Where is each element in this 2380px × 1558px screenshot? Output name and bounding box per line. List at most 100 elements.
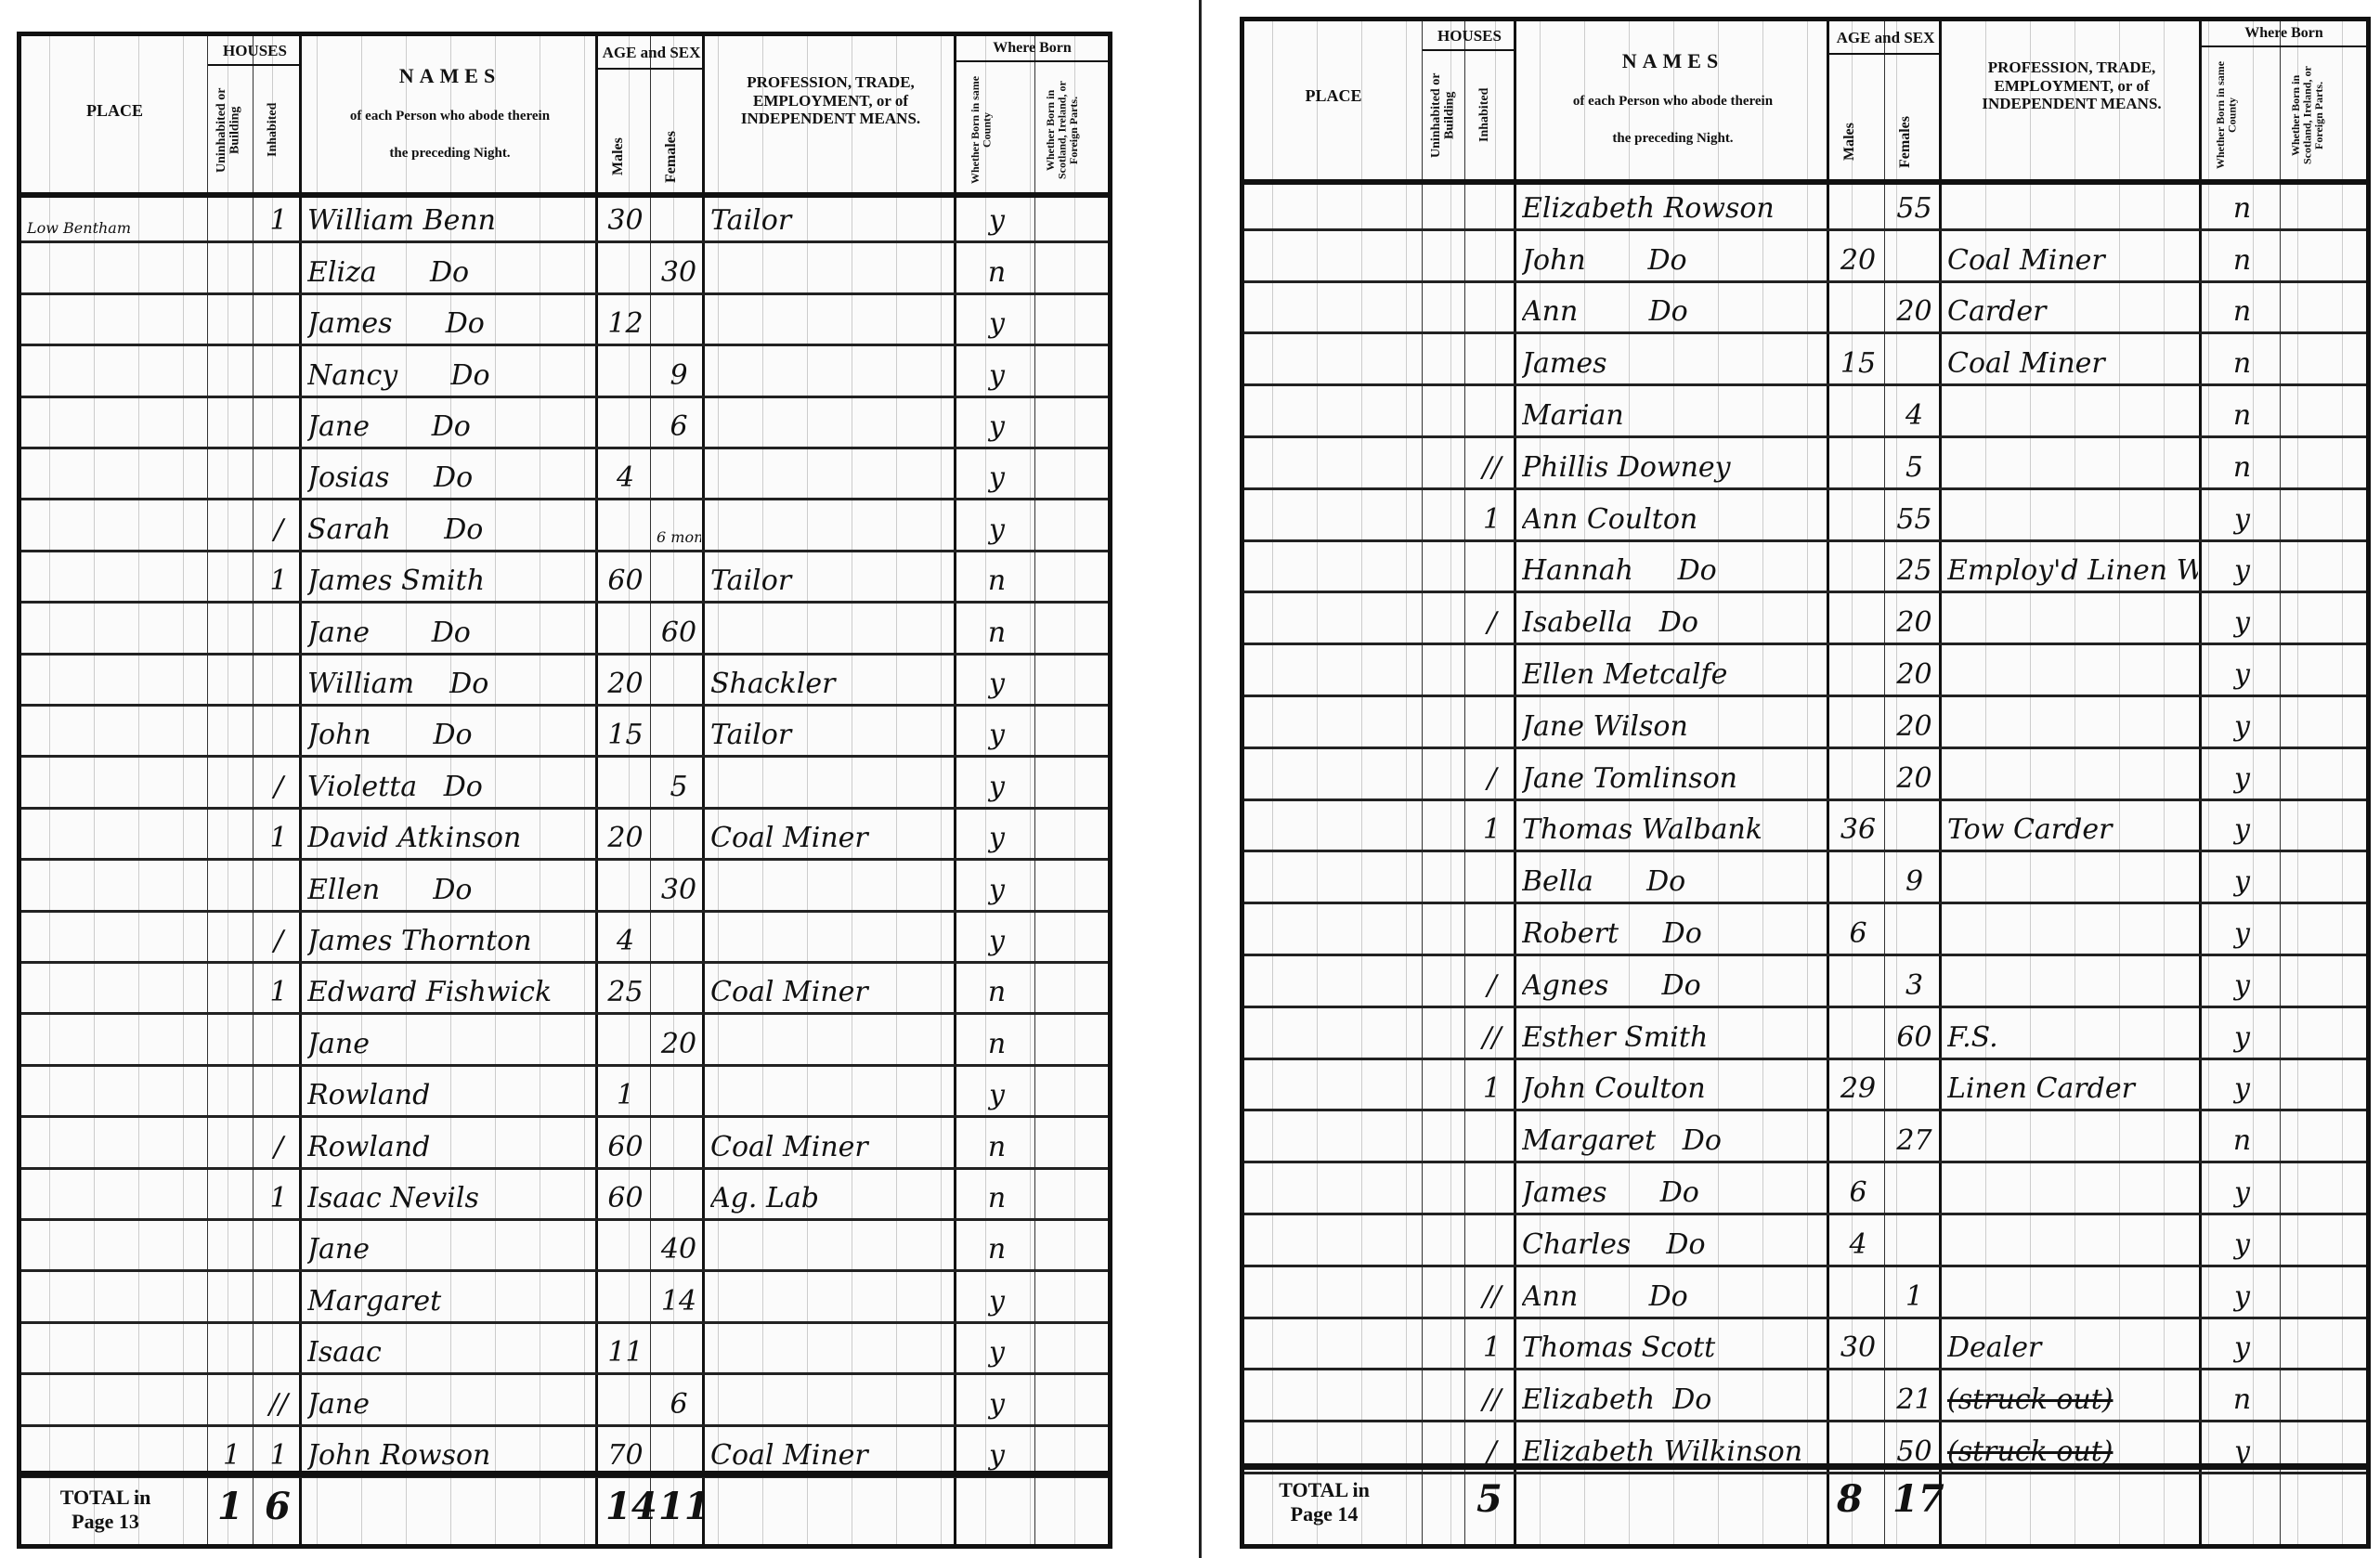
- header-born-foreign: Whether Born in Scotland, Ireland, or Fo…: [1044, 81, 1081, 179]
- females-age-cell: 21: [1896, 1383, 1932, 1417]
- profession-cell: Linen Carder: [1947, 1072, 2135, 1106]
- page-total-row: TOTAL in Page 13 1 6 14 11: [21, 1471, 1108, 1544]
- column-divider: [1423, 21, 1465, 1544]
- header-inhabited: Inhabited: [1477, 87, 1491, 143]
- name-cell: Ann Coulton: [1522, 502, 1698, 536]
- born-county-cell: n: [2232, 191, 2252, 225]
- column-divider: [1516, 21, 1829, 1544]
- ruled-grid-line: [673, 36, 674, 1544]
- name-cell: Thomas Walbank: [1522, 813, 1762, 847]
- females-age-cell: 30: [660, 873, 697, 906]
- inhabited-cell: //: [1482, 450, 1502, 484]
- females-age-cell: 20: [1896, 295, 1932, 329]
- inhabited-cell: 1: [1482, 813, 1502, 847]
- profession-cell: (struck out): [1947, 1435, 2113, 1468]
- uninhabited-cell: 1: [222, 1438, 241, 1472]
- column-divider: [1244, 21, 1423, 1544]
- males-age-cell: 20: [1840, 243, 1877, 277]
- name-cell: Margaret: [307, 1284, 442, 1318]
- born-county-cell: y: [989, 307, 1005, 341]
- census-row: 1 James Smith 60 Tailor n: [21, 552, 1108, 604]
- census-row: 1 Ann Coulton 55 y: [1244, 490, 2366, 542]
- ruled-grid-line: [138, 36, 139, 1544]
- born-county-cell: y: [2234, 606, 2250, 640]
- census-row: Ellen Do 30 y: [21, 861, 1108, 913]
- census-row: 1 David Atkinson 20 Coal Miner y: [21, 810, 1108, 862]
- census-row: James Do 12 y: [21, 295, 1108, 347]
- inhabited-cell: //: [1482, 1383, 1502, 1417]
- ruled-grid-line: [1629, 21, 1630, 1544]
- name-cell: John Do: [1522, 243, 1687, 277]
- born-county-cell: y: [2234, 1279, 2250, 1313]
- page-gutter-line: [1199, 0, 1202, 1558]
- females-age-cell: 55: [1896, 191, 1932, 225]
- ruled-grid-line: [1030, 36, 1031, 1544]
- name-cell: Josias Do: [307, 461, 474, 495]
- ruled-grid-line: [1673, 21, 1674, 1544]
- inhabited-cell: /: [1487, 606, 1497, 640]
- census-row: James Do 6 y: [1244, 1163, 2366, 1215]
- born-county-cell: y: [989, 1079, 1005, 1112]
- born-county-cell: n: [987, 255, 1007, 289]
- census-row: John Do 15 Tailor y: [21, 707, 1108, 759]
- name-cell: William Do: [307, 667, 489, 700]
- header-born-county: Whether Born in same County: [2214, 60, 2239, 170]
- ruled-grid-line: [1584, 21, 1585, 1544]
- page-total-row: TOTAL in Page 14 5 8 17: [1244, 1463, 2366, 1544]
- ruled-grid-line: [361, 36, 362, 1544]
- born-county-cell: y: [2234, 1227, 2250, 1261]
- total-page-label: Page 14: [1290, 1502, 1359, 1526]
- profession-cell: Coal Miner: [710, 1438, 868, 1472]
- column-divider: [302, 36, 598, 1544]
- born-county-cell: y: [2234, 1175, 2250, 1209]
- table-header: PLACE HOUSES Uninhabited or Building Inhabi…: [21, 36, 1108, 198]
- table-header: PLACE HOUSES Uninhabited or Building Inhabi…: [1244, 21, 2366, 185]
- census-row: Jane 20 n: [21, 1015, 1108, 1067]
- born-county-cell: n: [2232, 243, 2252, 277]
- census-row: Charles Do 4 y: [1244, 1215, 2366, 1267]
- born-county-cell: y: [2234, 1072, 2250, 1106]
- ruled-grid-line: [2297, 21, 2298, 1544]
- ruled-grid-line: [1762, 21, 1763, 1544]
- census-row: 1 Thomas Walbank 36 Tow Carder y: [1244, 801, 2366, 853]
- profession-cell: Tow Carder: [1947, 813, 2113, 847]
- profession-cell: (struck out): [1947, 1383, 2113, 1417]
- census-row: 1 Thomas Scott 30 Dealer y: [1244, 1319, 2366, 1371]
- name-cell: Rowland: [307, 1079, 431, 1112]
- header-born-foreign: Whether Born in Scotland, Ireland, or Fo…: [2289, 66, 2326, 164]
- census-row: / Jane Tomlinson 20 y: [1244, 749, 2366, 801]
- header-houses: HOUSES: [208, 42, 302, 66]
- born-county-cell: n: [987, 1233, 1007, 1266]
- males-age-cell: 12: [607, 307, 644, 341]
- females-age-cell: 25: [1896, 554, 1932, 588]
- header-where-born: Where Born: [2202, 25, 2366, 48]
- census-row: Jane Wilson 20 y: [1244, 697, 2366, 749]
- males-age-cell: 15: [1840, 347, 1877, 381]
- born-county-cell: y: [989, 719, 1005, 752]
- ruled-grid-line: [1450, 21, 1451, 1544]
- males-age-cell: 60: [607, 565, 644, 598]
- females-age-cell: 20: [660, 1027, 697, 1060]
- born-county-cell: y: [989, 1336, 1005, 1370]
- profession-cell: F.S.: [1947, 1020, 1998, 1054]
- census-row: Robert Do 6 y: [1244, 904, 2366, 956]
- column-divider: [208, 36, 254, 1544]
- inhabited-cell: 1: [1482, 1331, 1502, 1365]
- total-page-label: Page 13: [72, 1510, 139, 1533]
- males-age-cell: 29: [1840, 1072, 1877, 1106]
- census-row: Jane 40 n: [21, 1221, 1108, 1273]
- females-age-cell: 1: [1905, 1279, 1924, 1313]
- column-divider: [1829, 21, 1885, 1544]
- total-females: 11: [658, 1485, 710, 1528]
- profession-cell: Dealer: [1947, 1331, 2042, 1365]
- ruled-grid-line: [1896, 21, 1897, 1544]
- census-row: 1 Edward Fishwick 25 Coal Miner n: [21, 964, 1108, 1016]
- census-row: Ann Do 20 Carder n: [1244, 283, 2366, 335]
- females-age-cell: 27: [1896, 1124, 1932, 1158]
- census-row: William Do 20 Shackler y: [21, 656, 1108, 707]
- born-county-cell: y: [2234, 709, 2250, 743]
- ruled-grid-line: [1540, 21, 1541, 1544]
- name-cell: William Benn: [307, 204, 496, 238]
- born-county-cell: y: [2234, 968, 2250, 1002]
- born-county-cell: y: [2234, 657, 2250, 691]
